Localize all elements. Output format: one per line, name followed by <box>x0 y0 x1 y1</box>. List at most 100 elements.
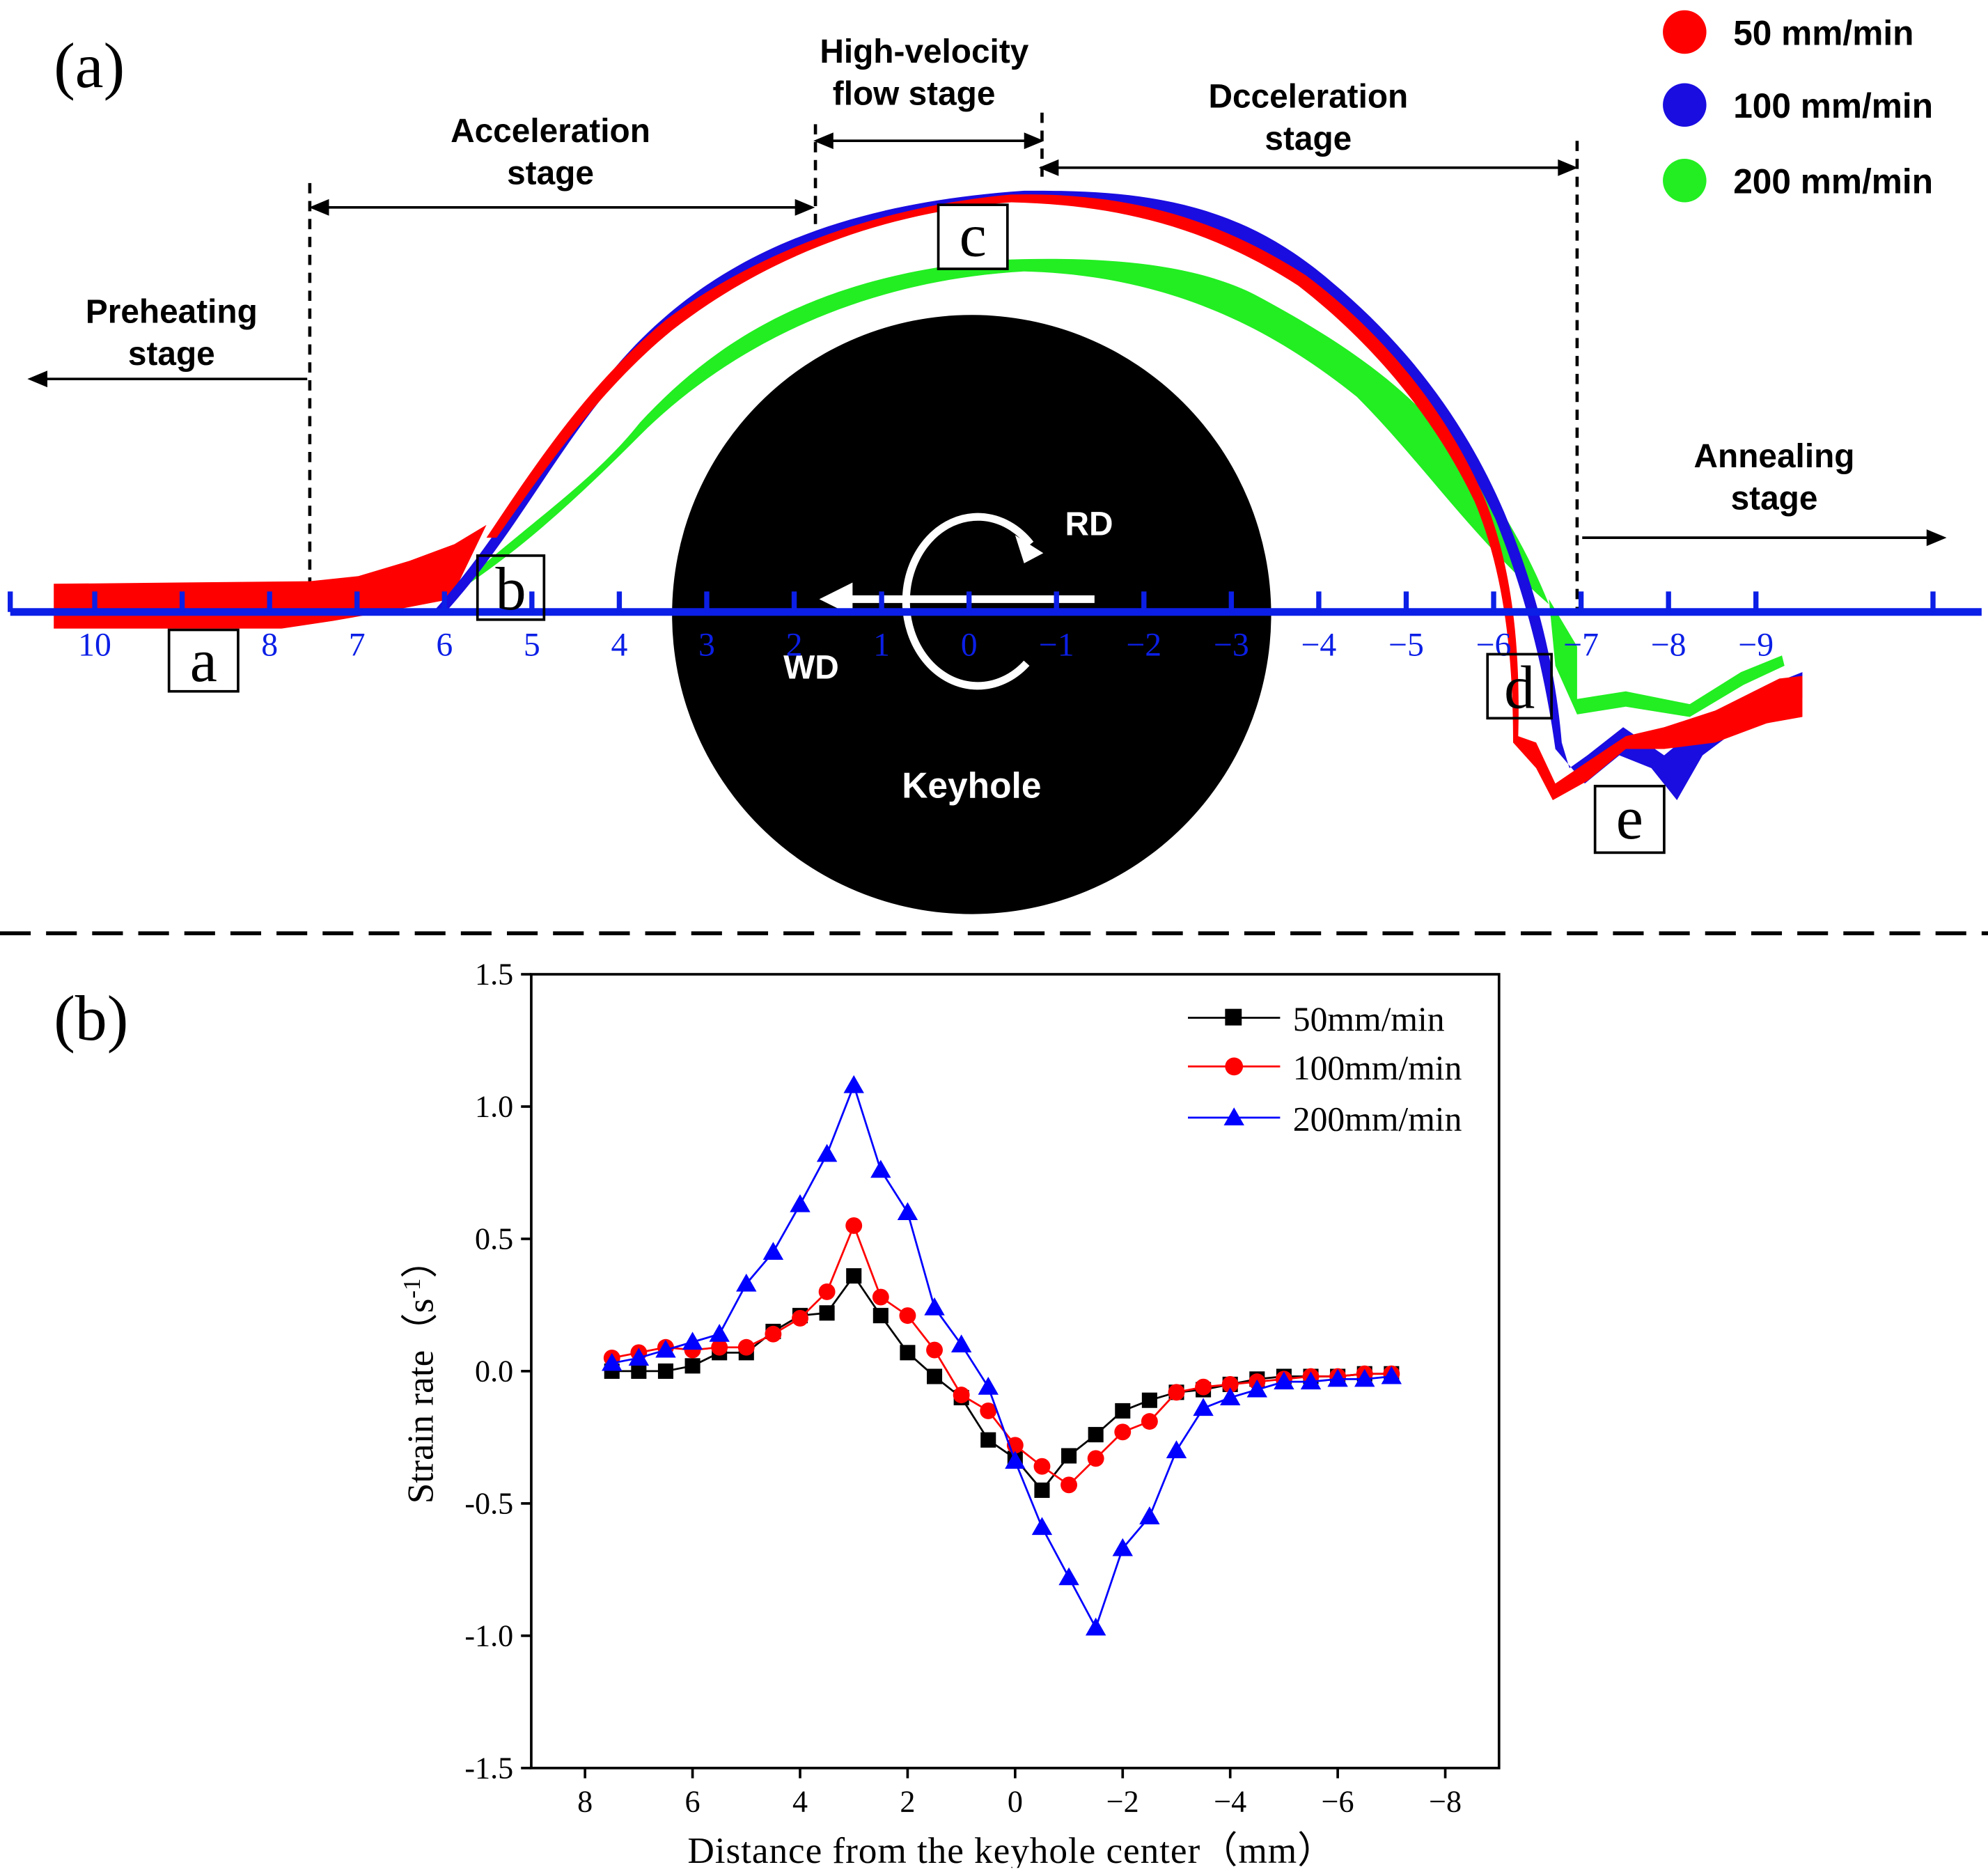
data-point-triangle <box>1327 1368 1348 1387</box>
data-point-triangle <box>1139 1506 1160 1524</box>
point-label-b-text: b <box>495 555 526 623</box>
data-point-square <box>684 1358 701 1374</box>
data-point-triangle <box>870 1159 891 1178</box>
data-point-triangle <box>628 1348 650 1366</box>
distance-axis-ticks: 109876543210−1−2−3−4−5−6−7−8−9 <box>8 591 1936 663</box>
data-point-triangle <box>1219 1387 1241 1405</box>
point-label-e-text: e <box>1616 784 1643 852</box>
legend-b: 50mm/min 100mm/min 200mm/min <box>1188 1000 1462 1138</box>
data-point-square <box>819 1305 835 1321</box>
y-tick-label: -1.5 <box>464 1751 513 1786</box>
data-point-circle <box>899 1307 916 1325</box>
data-point-triangle <box>843 1075 864 1093</box>
y-tick-label: -0.5 <box>464 1487 513 1521</box>
stage-high-velocity-line1: High-velocity <box>820 33 1028 70</box>
distance-axis-tick-label: 6 <box>436 626 453 663</box>
data-point-circle <box>1168 1384 1185 1401</box>
data-point-circle <box>1195 1378 1212 1396</box>
data-point-triangle <box>1031 1517 1053 1536</box>
wd-arrowhead-icon <box>819 582 853 616</box>
data-point-square <box>927 1368 943 1384</box>
legend-a-label-100: 100 mm/min <box>1733 86 1933 125</box>
series-line-100mm/min <box>611 1223 1392 1487</box>
x-tick-label: 4 <box>792 1784 808 1818</box>
y-axis-title-main: Strain rate（s <box>399 1299 441 1504</box>
distance-axis-tick-label: −1 <box>1039 626 1074 663</box>
data-point-circle <box>818 1283 836 1300</box>
rd-label: RD <box>1065 506 1113 542</box>
data-point-circle <box>1033 1458 1051 1475</box>
data-point-triangle <box>1300 1371 1322 1390</box>
x-axis-title: Distance from the keyhole center（mm） <box>687 1829 1335 1868</box>
legend-a-red-dot <box>1663 10 1707 54</box>
stage-deceleration-line1: Dcceleration <box>1208 78 1408 115</box>
y-axis-title-close: ） <box>399 1241 441 1278</box>
data-point-triangle <box>1381 1366 1402 1384</box>
y-tick-label: 0.0 <box>475 1354 513 1389</box>
distance-axis-tick-label: −3 <box>1214 626 1249 663</box>
legend-b-marker-triangle <box>1223 1107 1244 1125</box>
data-point-circle <box>765 1325 782 1343</box>
y-tick-label: -1.0 <box>464 1619 513 1653</box>
wd-label: WD <box>783 649 839 686</box>
distance-axis-tick-label: 1 <box>873 626 890 663</box>
distance-axis-tick-label: 0 <box>961 626 978 663</box>
distance-axis-tick-label: 3 <box>698 626 715 663</box>
x-tick-label: −8 <box>1429 1784 1462 1818</box>
legend-b-label-50: 50mm/min <box>1293 1000 1445 1038</box>
data-point-triangle <box>655 1339 676 1358</box>
data-point-triangle <box>602 1352 623 1371</box>
data-point-circle <box>711 1338 728 1356</box>
rotation-arrowhead-icon <box>1015 535 1044 563</box>
data-point-square <box>1061 1448 1077 1464</box>
x-tick-label: 2 <box>900 1784 915 1818</box>
data-point-square <box>846 1268 862 1284</box>
distance-axis-tick-label: 7 <box>349 626 366 663</box>
data-point-square <box>872 1308 889 1324</box>
data-point-circle <box>737 1338 755 1356</box>
distance-axis-tick-label: −9 <box>1738 626 1774 663</box>
stage-annealing-line1: Annealing <box>1694 438 1855 475</box>
data-point-triangle <box>816 1143 838 1162</box>
legend-a-green-dot <box>1663 158 1707 203</box>
data-point-circle <box>953 1387 970 1404</box>
data-point-triangle <box>1005 1451 1026 1469</box>
legend-b-label-200: 200mm/min <box>1293 1100 1462 1138</box>
distance-axis-tick-label: −4 <box>1301 626 1336 663</box>
legend-a-label-50: 50 mm/min <box>1733 13 1913 52</box>
data-point-circle <box>1221 1375 1239 1393</box>
stage-acceleration-line2: stage <box>507 155 594 192</box>
series-line-200mm/min <box>611 1082 1392 1630</box>
point-label-a: a <box>167 627 240 695</box>
data-point-square <box>1034 1482 1050 1498</box>
data-point-triangle <box>682 1332 703 1350</box>
data-point-square <box>1115 1403 1131 1419</box>
x-tick-label: −4 <box>1214 1784 1246 1818</box>
data-point-triangle <box>1085 1617 1106 1636</box>
data-point-square <box>900 1345 916 1361</box>
panel-a-label: (a) <box>54 30 125 101</box>
distance-axis-tick-label: −8 <box>1651 626 1686 663</box>
legend-b-marker-circle <box>1225 1057 1244 1076</box>
legend-a-blue-dot <box>1663 83 1707 127</box>
keyhole-label: Keyhole <box>902 765 1041 805</box>
plot-frame <box>530 973 1501 1770</box>
x-tick-label: 6 <box>685 1784 701 1818</box>
distance-axis-tick-label: 5 <box>524 626 540 663</box>
point-label-d: d <box>1486 653 1553 722</box>
data-point-circle <box>1060 1476 1078 1494</box>
legend-b-marker-square <box>1225 1008 1242 1026</box>
data-point-triangle <box>1274 1371 1294 1390</box>
data-point-triangle <box>709 1324 730 1342</box>
distance-axis-tick-label: −2 <box>1126 626 1161 663</box>
y-axis-title-sup: -1 <box>398 1279 425 1299</box>
data-point-triangle <box>790 1194 811 1212</box>
distance-axis-tick-label: 10 <box>78 626 111 663</box>
data-point-circle <box>1087 1450 1104 1467</box>
data-point-triangle <box>736 1273 757 1292</box>
data-point-triangle <box>1166 1440 1187 1458</box>
data-point-triangle <box>1246 1379 1268 1398</box>
y-tick-label: 0.5 <box>475 1222 513 1256</box>
